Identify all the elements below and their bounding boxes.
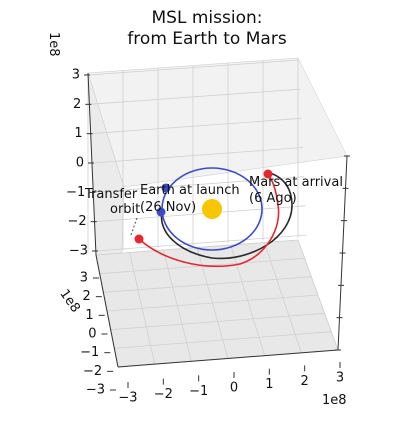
right-axis-line (337, 155, 348, 351)
annotation-earth-launch-line-1: Earth at launch (140, 183, 240, 198)
z-tick-label: 2 (73, 97, 81, 112)
y-offset-label: 1e8 (56, 287, 82, 316)
mars-orbit (160, 172, 293, 260)
z-axis-line (87, 72, 97, 256)
z-grid-line (89, 88, 301, 105)
y-tick-label: 3 (80, 271, 88, 286)
mars-arrival-point (263, 169, 273, 179)
annotation-mars-arrival-line-2: (6 Ago) (249, 191, 297, 206)
floor-depth-grid-line (230, 244, 266, 356)
x-tick-label: 3 (336, 371, 344, 386)
x-tick-label: −1 (189, 384, 208, 399)
x-axis-line (117, 349, 339, 368)
annotation-transfer-line-1: Transfer (84, 187, 138, 202)
z-tick-label: −3 (69, 244, 88, 259)
y-tick-label: 2 (83, 289, 91, 304)
mars-launch-point (134, 234, 144, 244)
earth-launch-point (161, 183, 171, 193)
y-tick-label: −1 (80, 345, 99, 360)
floor-depth-grid-line (162, 249, 192, 362)
chart-title-line-1: MSL mission: (151, 8, 263, 28)
floor-depth-grid-line (263, 242, 302, 353)
floor-depth-grid-line (129, 252, 156, 365)
chart-title-line-2: from Earth to Mars (127, 29, 287, 49)
x-tick-label: −2 (154, 387, 173, 402)
transfer-pointer (130, 217, 138, 236)
annotation-earth-launch-line-2: (26 Nov) (140, 200, 196, 215)
y-tick-label: −3 (86, 383, 105, 398)
z-grid-line (90, 117, 302, 135)
floor-depth-grid-line (297, 239, 339, 351)
y-tick-label: −2 (83, 364, 102, 379)
z-grid-line (93, 176, 305, 193)
annotation-transfer-line-2: orbit (110, 202, 140, 217)
z-offset-label: 1e8 (46, 32, 61, 57)
x-tick-label: 0 (230, 381, 238, 396)
x-tick-label: 2 (301, 374, 309, 389)
sun-point (202, 199, 222, 219)
x-offset-label: 1e8 (322, 393, 347, 408)
z-tick-label: 3 (72, 68, 80, 83)
z-tick-label: 1 (74, 126, 82, 141)
x-tick-label: −3 (118, 391, 137, 406)
annotation-mars-arrival-line-1: Mars at arrival (249, 175, 343, 190)
z-grid-line (94, 205, 306, 223)
y-tick-label: 0 (88, 327, 96, 342)
y-axis-line (95, 254, 119, 368)
z-grid-line (91, 147, 304, 164)
y-tick-label: 1 (85, 308, 93, 323)
z-tick-label: −2 (67, 214, 86, 229)
z-tick-label: −1 (66, 185, 85, 200)
x-tick-label: 1 (265, 377, 273, 392)
z-tick-label: 0 (76, 156, 84, 171)
series (130, 167, 293, 268)
earth-start-point (156, 207, 166, 217)
transfer-orbit (138, 174, 280, 268)
ticks: −3 −2 −1 0 1 2 3 −3 −2 −1 0 1 2 3 −3 −2 −1 0 1 2 3 (66, 68, 350, 406)
